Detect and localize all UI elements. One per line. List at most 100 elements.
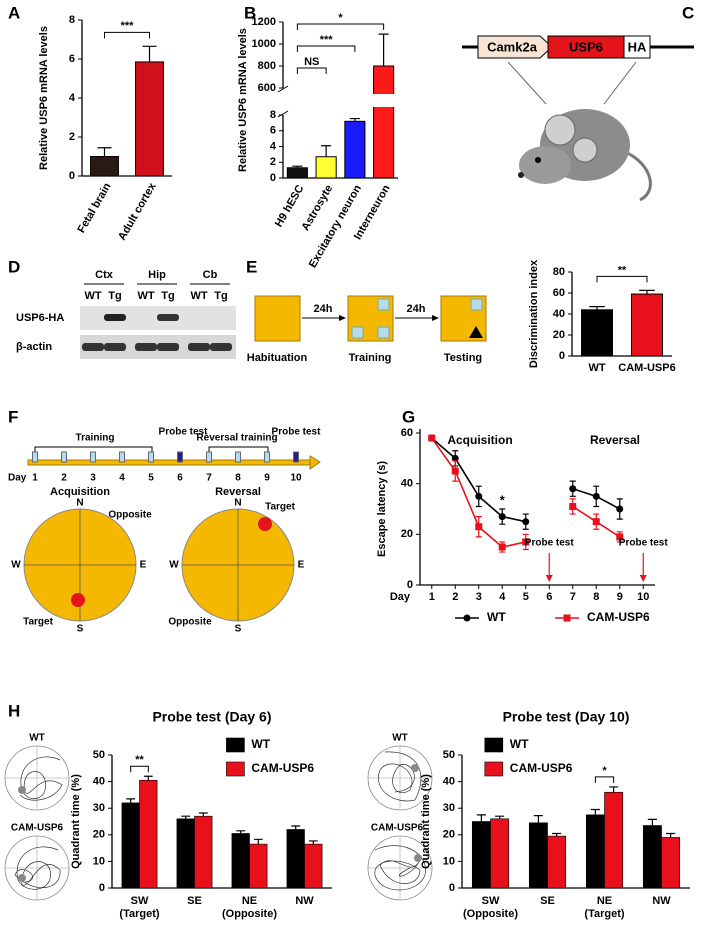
error-bar <box>308 840 318 845</box>
legend-label: WT <box>251 737 270 751</box>
stage-label: Habituation <box>247 352 308 364</box>
significance-bracket <box>104 31 150 39</box>
x-tick-label: Fetal brain <box>75 181 113 235</box>
point <box>498 513 506 521</box>
arena <box>254 295 301 342</box>
legend-label: CAM-USP6 <box>251 761 314 775</box>
y-tick-label: 4 <box>270 140 277 152</box>
error-bar <box>142 45 157 62</box>
target-label: Target <box>23 617 53 628</box>
y-tick-label: 1200 <box>252 16 276 28</box>
y-axis-label: Relative USP6 mRNA levels <box>237 28 249 172</box>
point <box>475 492 483 500</box>
error-bar <box>126 798 136 803</box>
bar <box>547 835 567 889</box>
marker-label: Probe test <box>619 538 669 549</box>
error-bar <box>495 815 505 819</box>
phase-label: Probe test <box>272 427 322 438</box>
group-label: WT <box>392 733 408 744</box>
x-tick-label: CAM-USP6 <box>618 362 675 374</box>
y-tick-label: 4 <box>69 92 76 104</box>
phase-label: Probe test <box>159 427 209 438</box>
group-label: CAM-USP6 <box>371 823 424 834</box>
arrowhead <box>432 315 439 321</box>
y-tick-label: 8 <box>270 109 276 121</box>
chart-title: Probe test (Day 10) <box>503 709 630 725</box>
lane-label: WT <box>190 290 207 302</box>
lane-label: WT <box>84 290 101 302</box>
x-tick-label: 4 <box>499 591 506 603</box>
y-axis-label: Relative USP6 mRNA levels <box>38 26 50 170</box>
mouse-nose <box>518 172 524 178</box>
point <box>569 485 577 493</box>
bar <box>135 61 164 177</box>
legend-swatch <box>484 737 504 753</box>
bar <box>528 822 548 889</box>
platform <box>258 517 272 531</box>
x-tick-sublabel: (Target) <box>119 908 159 920</box>
connector <box>507 61 547 105</box>
error-bar <box>198 812 208 817</box>
legend-marker <box>563 614 571 622</box>
mouse-head <box>519 146 571 184</box>
object <box>377 298 390 311</box>
day-marker <box>148 451 154 463</box>
error-bar <box>97 147 112 157</box>
y-tick-label: 0 <box>449 882 455 894</box>
platform <box>411 764 419 772</box>
bar <box>581 309 613 357</box>
y-tick-label: 20 <box>93 829 105 841</box>
band <box>157 314 179 321</box>
panel-label: A <box>8 3 20 22</box>
direction: W <box>11 560 21 571</box>
panel-label: G <box>402 407 415 426</box>
bar <box>471 821 491 889</box>
error-bar <box>378 33 389 66</box>
platform <box>18 786 26 794</box>
y-tick-label: 30 <box>443 802 455 814</box>
direction: N <box>76 498 83 509</box>
y-tick-label: 0 <box>69 170 75 182</box>
error-bar <box>639 289 655 295</box>
bar <box>139 779 158 889</box>
day-number: 3 <box>90 473 96 484</box>
day-marker <box>206 451 212 463</box>
y-tick-label: 800 <box>258 60 276 72</box>
legend-label: CAM-USP6 <box>587 610 650 624</box>
error-bar <box>236 830 246 834</box>
point <box>451 454 459 462</box>
region-label: Cb <box>203 269 218 281</box>
significance-bracket <box>596 275 648 283</box>
point <box>592 492 600 500</box>
x-tick-label: WT <box>588 362 605 374</box>
x-tick-label: 9 <box>617 591 623 603</box>
direction: S <box>77 624 84 635</box>
direction: N <box>234 498 241 509</box>
y-tick-label: 10 <box>93 855 105 867</box>
object-test-schematic: 24h 24h Habituation Training Testing <box>247 295 487 364</box>
error-bar <box>666 832 676 838</box>
trajectories: WT CAM-USP6 WT CAM-USP6 <box>4 733 433 901</box>
x-tick-label: NE <box>242 895 257 907</box>
band <box>188 343 210 351</box>
lane-label: Tg <box>214 290 227 302</box>
error-bar <box>589 306 605 310</box>
platform <box>414 854 422 862</box>
x-tick-label: 10 <box>637 591 649 603</box>
significance-bracket <box>296 23 385 30</box>
phase-bracket <box>34 446 153 452</box>
bar <box>585 814 605 889</box>
swim-path <box>14 846 61 890</box>
x-tick-label: Excitatory neuron <box>307 183 364 270</box>
day-number: 8 <box>235 473 241 484</box>
direction: E <box>140 560 147 571</box>
axes <box>419 429 655 586</box>
point <box>616 505 624 513</box>
x-tick-label: SW <box>482 895 500 907</box>
promoter-box <box>477 35 553 59</box>
water-maze-schematic: Training Probe test Reversal training Pr… <box>8 427 321 635</box>
lane-label: WT <box>137 290 154 302</box>
group-label: WT <box>29 733 45 744</box>
error-bar <box>647 818 657 826</box>
x-tick-label: NW <box>295 895 314 907</box>
